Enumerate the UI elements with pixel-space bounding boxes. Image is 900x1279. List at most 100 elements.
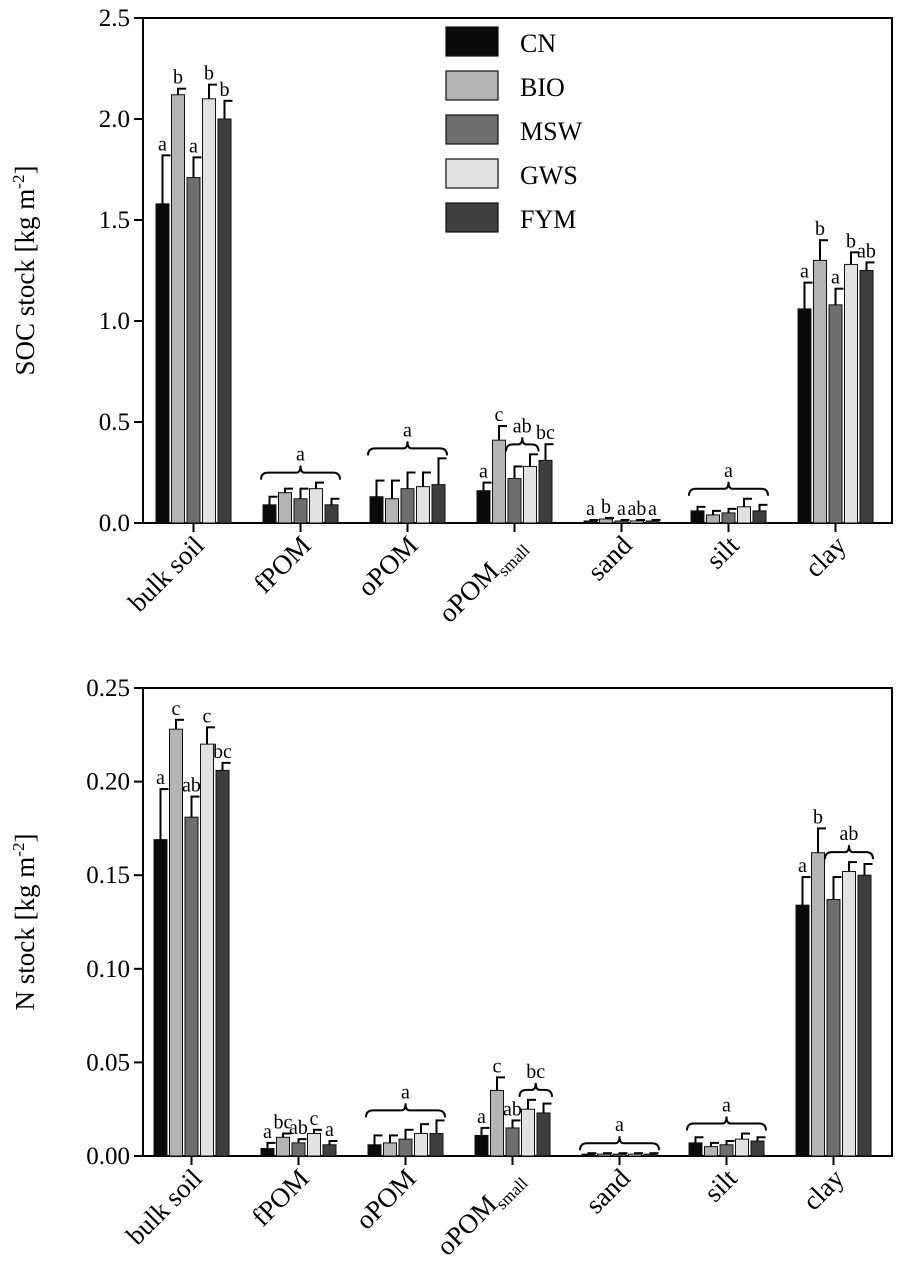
bar-gws — [628, 1153, 642, 1157]
bar-msw — [612, 1153, 627, 1157]
y-tick-label: 2.0 — [99, 106, 130, 133]
bar-msw — [291, 1142, 306, 1157]
category-label: sand — [580, 1163, 637, 1220]
bar-fym — [431, 484, 446, 524]
y-tick-label: 0.00 — [86, 1143, 130, 1170]
significance-label: a — [156, 767, 165, 789]
significance-label: ab — [182, 775, 201, 797]
significance-label: ab — [289, 1117, 308, 1139]
bar-msw — [719, 1144, 734, 1157]
bar-bio — [171, 94, 185, 524]
significance-bracket — [686, 1116, 767, 1131]
significance-bracket — [365, 1103, 446, 1118]
significance-label: a — [401, 1081, 410, 1103]
category-label-main: silt — [700, 530, 745, 575]
y-axis-title: SOC stock [kg m-2] — [9, 166, 40, 376]
bar-gws — [844, 263, 858, 524]
bar-bio — [490, 1089, 504, 1157]
significance-bracket — [579, 1136, 660, 1151]
bar-fym — [643, 1153, 658, 1157]
significance-label: bc — [274, 1112, 293, 1134]
bar-fym — [215, 769, 230, 1157]
y-axis-title-superscript: -2 — [9, 843, 28, 857]
bar-cn — [795, 904, 810, 1157]
significance-label: a — [158, 133, 167, 155]
bar-fym — [536, 1112, 551, 1157]
significance-label: a — [586, 498, 595, 520]
bar-gws — [309, 488, 323, 524]
significance-bracket — [260, 465, 341, 480]
bar-cn — [369, 496, 384, 524]
bar-gws — [521, 1108, 535, 1157]
significance-label: ab — [857, 240, 876, 262]
bar-gws — [307, 1133, 321, 1157]
legend-label: CN — [520, 29, 556, 58]
bar-gws — [523, 465, 537, 524]
bar-gws — [416, 486, 430, 524]
category-label: oPOM — [352, 530, 424, 602]
bar-fym — [750, 1140, 765, 1157]
y-tick-label: 0.20 — [86, 769, 130, 796]
significance-label: a — [296, 444, 305, 466]
bar-bio — [383, 1142, 397, 1157]
legend-swatch-fym — [445, 202, 499, 233]
bar-msw — [826, 899, 841, 1157]
bar-fym — [217, 118, 232, 524]
bar-cn — [476, 490, 491, 524]
bar-gws — [630, 520, 644, 524]
significance-bracket — [518, 1082, 553, 1097]
category-label-main: bulk soil — [120, 1163, 208, 1251]
bar-bio — [492, 439, 506, 524]
significance-bracket — [505, 437, 540, 452]
legend-label: MSW — [520, 117, 583, 146]
bar-msw — [293, 498, 308, 524]
bar-gws — [842, 870, 856, 1157]
category-label: bulk soil — [122, 530, 210, 618]
legend-swatch-cn — [445, 26, 499, 57]
category-label: fPOM — [246, 1163, 315, 1232]
significance-label: a — [648, 498, 657, 520]
significance-label: c — [172, 698, 181, 720]
significance-label: b — [846, 230, 856, 252]
bar-bio — [704, 1146, 718, 1157]
legend-swatch-msw — [445, 114, 499, 145]
bar-bio — [278, 492, 292, 524]
legend-label: BIO — [520, 73, 565, 102]
bar-bio — [706, 514, 720, 524]
bar-fym — [429, 1133, 444, 1157]
category-label-main: clay — [799, 530, 852, 583]
significance-label: bc — [536, 422, 555, 444]
category-label: bulk soil — [120, 1163, 208, 1251]
bar-fym — [752, 510, 767, 524]
y-axis-title-end: ] — [10, 166, 40, 175]
significance-label: a — [800, 261, 809, 283]
category-label: silt — [700, 530, 745, 575]
legend-label: GWS — [520, 161, 578, 190]
legend: CN BIO MSW GWS FYM — [445, 26, 583, 234]
bar-fym — [324, 504, 339, 524]
significance-bracket — [688, 481, 769, 496]
significance-label: c — [203, 705, 212, 727]
category-label-main: fPOM — [246, 1163, 315, 1232]
significance-label: bc — [526, 1061, 545, 1083]
bar-bio — [276, 1136, 290, 1157]
significance-label: ab — [503, 1098, 522, 1120]
bar-cn — [153, 839, 168, 1157]
bar-gws — [200, 743, 214, 1157]
significance-label: a — [798, 855, 807, 877]
significance-label: a — [479, 461, 488, 483]
significance-label: c — [495, 404, 504, 426]
category-label-main: silt — [698, 1163, 743, 1208]
significance-label: c — [310, 1108, 319, 1130]
bar-bio — [385, 498, 399, 524]
bar-msw — [828, 304, 843, 524]
y-axis-title: N stock [kg m-2] — [9, 834, 40, 1011]
bar-fym — [859, 270, 874, 524]
bar-cn — [260, 1148, 275, 1157]
bar-cn — [690, 510, 705, 524]
bar-cn — [262, 504, 277, 524]
bar-cn — [581, 1153, 596, 1157]
category-label: silt — [698, 1163, 743, 1208]
